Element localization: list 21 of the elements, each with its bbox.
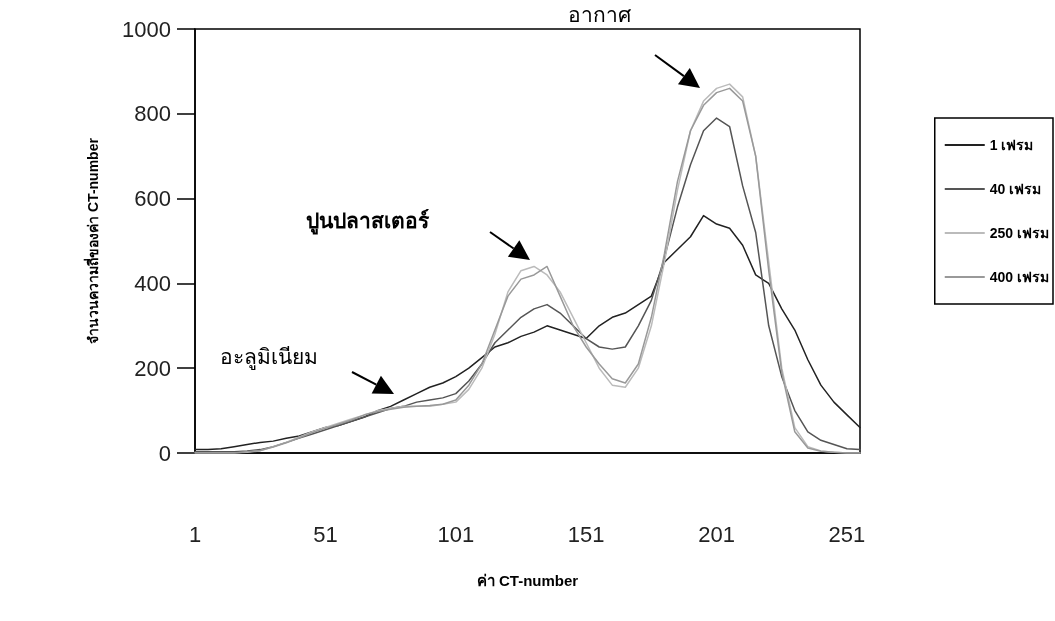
annotation: ปูนปลาสเตอร์ <box>306 208 429 234</box>
text: อากาศ <box>568 2 631 28</box>
x-tick-label: 251 <box>828 521 866 547</box>
x-tick-label: 201 <box>698 521 735 547</box>
x-tick-label: 151 <box>567 521 605 547</box>
x-axis-title: ค่า CT-number <box>476 572 579 589</box>
y-tick-label: 800 <box>134 101 171 127</box>
y-tick-label: 1000 <box>122 16 171 42</box>
x-tick-label: 1 <box>188 521 202 547</box>
annotation: อะลูมิเนียม <box>220 344 318 370</box>
y-tick-label: 600 <box>134 186 171 212</box>
legend-label: 40 เฟรม <box>989 181 1042 197</box>
x-tick-label: 101 <box>437 521 475 547</box>
y-tick-label: 400 <box>134 270 171 296</box>
legend-label: 400 เฟรม <box>989 269 1049 285</box>
legend-label: 1 เฟรม <box>989 137 1034 153</box>
x-tick-label: 51 <box>313 521 338 547</box>
y-tick-label: 0 <box>158 440 171 466</box>
legend-label: 250 เฟรม <box>989 225 1049 241</box>
y-tick-label: 200 <box>134 355 171 381</box>
y-axis-title: จำนวนความถี่ของค่า CT-number <box>83 137 101 344</box>
